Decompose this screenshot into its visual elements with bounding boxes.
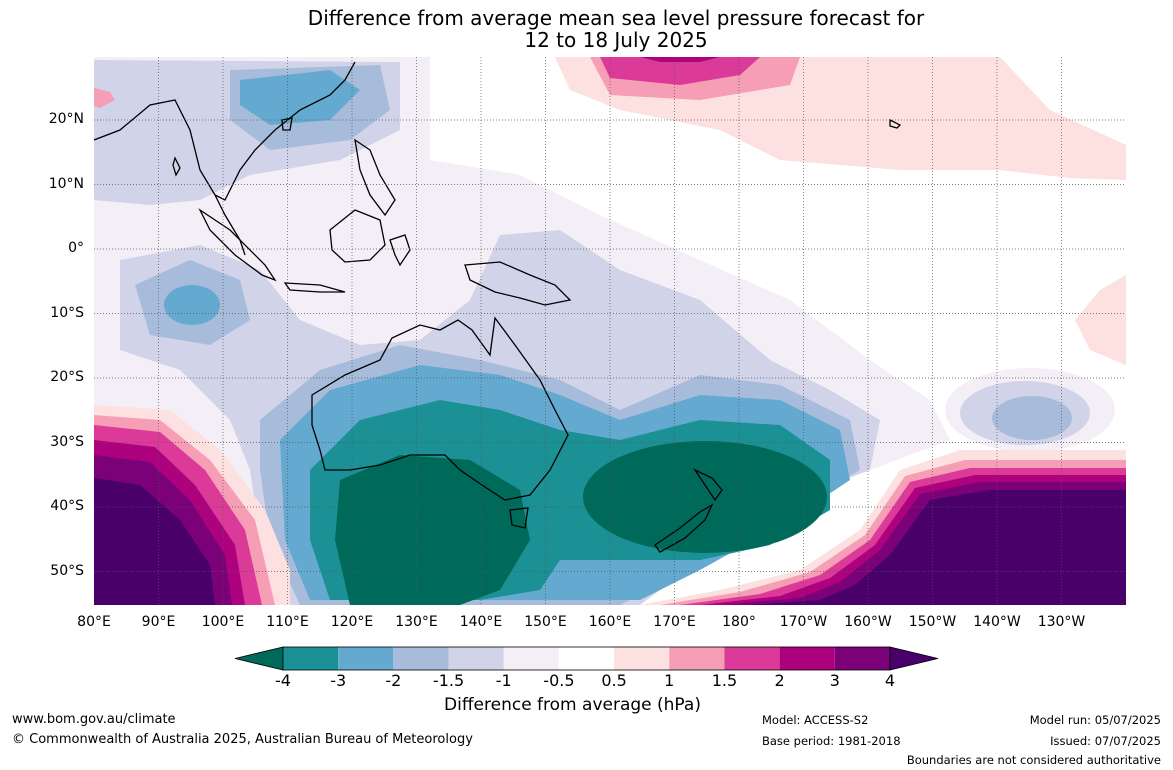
malay-peninsula-coastline — [214, 194, 246, 256]
longitude-label: 90°E — [141, 614, 176, 630]
legend-swatch-highest — [889, 646, 939, 671]
legend-swatch — [448, 647, 504, 670]
legend-title: Difference from average (hPa) — [444, 695, 701, 715]
hawaii-coastline — [889, 118, 902, 129]
longitude-label: 100°E — [201, 614, 245, 630]
anomaly-region-positive-north-1-5 — [600, 57, 760, 85]
legend-tick-label: 4 — [884, 671, 896, 690]
legend-swatch-lowest — [234, 646, 284, 671]
hainan-taiwan-coastline — [281, 117, 293, 131]
java-coastline — [283, 282, 346, 293]
footer-issued: Issued: 07/07/2025 — [1050, 734, 1161, 748]
latitude-label: 20°N — [48, 111, 84, 127]
philippines-coastline — [354, 138, 396, 217]
longitude-label: 130°W — [1037, 614, 1086, 630]
longitude-label: 180° — [722, 614, 756, 630]
map-title-line1: Difference from average mean sea level p… — [307, 6, 925, 30]
anomaly-region-positive-small — [94, 88, 115, 108]
footer-base-period: Base period: 1981-2018 — [762, 734, 901, 748]
latitude-label: 50°S — [50, 562, 84, 579]
anomaly-region-east-neg-1-5 — [992, 396, 1072, 440]
coastlines — [94, 61, 902, 553]
legend-tick-label: 2 — [774, 671, 785, 690]
footer-model: Model: ACCESS-S2 — [762, 713, 869, 727]
latitude-label: 10°S — [50, 304, 84, 321]
legend-swatch — [283, 647, 339, 670]
borneo-coastline — [329, 209, 386, 263]
legend-outline — [282, 646, 891, 671]
anomaly-region-positive-east — [1075, 275, 1126, 365]
legend-swatch — [669, 647, 725, 670]
asia-mainland-coastline — [94, 61, 356, 201]
legend-tick-label: 1 — [664, 671, 675, 690]
longitude-label: 140°E — [459, 614, 503, 630]
anomaly-region-minus-2b — [164, 285, 220, 325]
anomaly-region-positive-se-4 — [750, 490, 1126, 605]
longitude-label: 160°W — [844, 614, 892, 630]
new-zealand-south-coastline — [654, 503, 714, 553]
legend-tick-label: -2 — [385, 671, 402, 690]
legend-tick-label: -3 — [330, 671, 347, 690]
legend-tick-label: -0.5 — [543, 671, 575, 690]
anomaly-region-minus-4b — [583, 441, 827, 553]
legend-tick-label: -1 — [495, 671, 512, 690]
longitude-label: 120°E — [330, 614, 374, 630]
legend-swatch — [614, 647, 670, 670]
sumatra-coastline — [198, 208, 277, 282]
longitude-label: 80°E — [77, 614, 111, 630]
tasmania-coastline — [509, 507, 529, 529]
latitude-label: 0° — [68, 240, 84, 256]
latitude-label: 10°N — [48, 175, 84, 192]
footer-copyright: © Commonwealth of Australia 2025, Austra… — [12, 732, 473, 747]
new-zealand-north-coastline — [693, 468, 723, 502]
australia-coastline — [311, 316, 569, 501]
legend-swatch — [779, 647, 835, 670]
latitude-label: 40°S — [50, 498, 84, 514]
longitude-label: 110°E — [266, 614, 309, 630]
legend-swatch — [503, 647, 559, 670]
legend-tick-label: -1.5 — [432, 671, 465, 690]
sri-lanka-coastline — [172, 156, 181, 177]
longitude-label: 170°E — [653, 614, 696, 630]
footer-website[interactable]: www.bom.gov.au/climate — [12, 712, 176, 727]
footer-disclaimer: Boundaries are not considered authoritat… — [906, 753, 1161, 767]
legend-tick-label: -4 — [275, 671, 291, 690]
longitude-label: 160°E — [588, 614, 632, 630]
longitude-label: 150°E — [524, 614, 567, 630]
legend-swatch — [558, 647, 615, 670]
new-guinea-coastline — [464, 261, 572, 306]
legend-tick-label: 0.5 — [601, 671, 627, 690]
legend-swatch — [834, 647, 890, 670]
legend-colorbar — [234, 646, 939, 671]
anomaly-region-positive-north-2 — [640, 57, 720, 62]
longitude-label: 170°W — [779, 614, 828, 630]
legend-tick-label: 3 — [829, 671, 840, 690]
longitude-label: 150°W — [908, 614, 957, 630]
pressure-anomaly-field — [94, 57, 1126, 605]
anomaly-region-minus-2 — [240, 70, 360, 125]
longitude-label: 140°W — [973, 614, 1021, 630]
map-gridlines — [94, 57, 1126, 605]
legend-swatch — [338, 647, 394, 670]
legend-tick-label: 1.5 — [711, 671, 738, 690]
latitude-label: 30°S — [50, 433, 84, 450]
longitude-label: 130°E — [395, 614, 438, 630]
sulawesi-coastline — [389, 234, 411, 267]
map-title-line2: 12 to 18 July 2025 — [524, 28, 708, 52]
footer-model-run: Model run: 05/07/2025 — [1029, 713, 1161, 727]
anomaly-region-positive-sw-4 — [94, 478, 215, 605]
latitude-label: 20°S — [50, 369, 84, 385]
legend-swatch — [393, 647, 449, 670]
legend-swatch — [724, 647, 780, 670]
